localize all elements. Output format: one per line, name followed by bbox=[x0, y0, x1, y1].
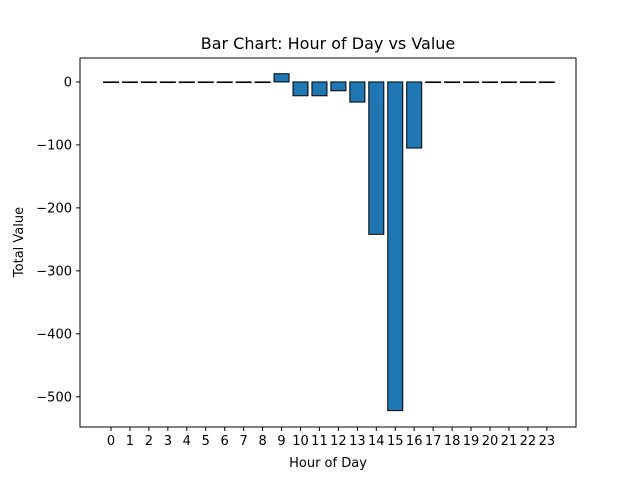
y-tick-label: −100 bbox=[36, 138, 72, 153]
bar-hour-4 bbox=[178, 81, 195, 84]
plot-area: 0 1 2 3 4 5 6 7 8 9 10 11 12 13 14 15 16 17 18 19 20 21 22 230−… bbox=[36, 73, 556, 449]
bar-hour-11 bbox=[311, 81, 328, 97]
bar-hour-0 bbox=[103, 81, 119, 84]
bar-hour-13 bbox=[349, 81, 366, 103]
bar-hour-14 bbox=[368, 81, 385, 235]
x-tick-label: 22 bbox=[520, 434, 537, 449]
x-tick-label: 16 bbox=[406, 434, 423, 449]
bar-hour-21 bbox=[500, 81, 517, 84]
x-tick-label: 17 bbox=[425, 434, 442, 449]
bar-hour-16 bbox=[406, 81, 423, 149]
x-tick-label: 9 bbox=[277, 434, 285, 449]
y-tick-label: 0 bbox=[64, 75, 72, 90]
bar-hour-19 bbox=[463, 81, 480, 84]
x-tick-label: 21 bbox=[501, 434, 518, 449]
x-tick-label: 3 bbox=[164, 434, 172, 449]
bar-hour-3 bbox=[159, 81, 176, 84]
x-tick-label: 12 bbox=[330, 434, 347, 449]
x-tick-label: 5 bbox=[202, 434, 210, 449]
bar-hour-7 bbox=[235, 81, 252, 84]
x-tick-label: 15 bbox=[387, 434, 404, 449]
x-tick-label: 23 bbox=[539, 434, 556, 449]
bar-hour-20 bbox=[482, 81, 498, 84]
x-tick-label: 10 bbox=[292, 434, 309, 449]
y-tick-label: −500 bbox=[36, 390, 72, 405]
x-tick-label: 8 bbox=[258, 434, 266, 449]
x-tick-label: 20 bbox=[482, 434, 499, 449]
x-axis-label: Hour of Day bbox=[289, 456, 367, 471]
x-tick-label: 14 bbox=[368, 434, 385, 449]
bar-hour-23 bbox=[538, 81, 555, 84]
bar-hour-2 bbox=[140, 81, 157, 84]
y-axis-label: Total Value bbox=[12, 207, 27, 278]
x-tick-label: 7 bbox=[240, 434, 248, 449]
bar-hour-5 bbox=[197, 81, 214, 84]
x-tick-label: 19 bbox=[463, 434, 480, 449]
bar-hour-15 bbox=[387, 81, 404, 412]
bar-hour-9 bbox=[273, 73, 290, 83]
x-tick-label: 1 bbox=[126, 434, 134, 449]
bar-hour-22 bbox=[519, 81, 536, 84]
x-tick-label: 11 bbox=[311, 434, 328, 449]
bar-hour-10 bbox=[292, 81, 309, 97]
bar-hour-6 bbox=[216, 81, 233, 84]
bar-hour-8 bbox=[254, 81, 271, 84]
bar-hour-1 bbox=[121, 81, 138, 84]
x-tick-label: 18 bbox=[444, 434, 461, 449]
chart-title: Bar Chart: Hour of Day vs Value bbox=[201, 34, 456, 53]
x-tick-label: 2 bbox=[145, 434, 153, 449]
y-tick-label: −300 bbox=[36, 264, 72, 279]
y-tick-label: −200 bbox=[36, 201, 72, 216]
bar-hour-18 bbox=[444, 81, 461, 84]
bar-hour-17 bbox=[425, 81, 442, 84]
x-tick-label: 13 bbox=[349, 434, 366, 449]
y-tick-label: −400 bbox=[36, 327, 72, 342]
plot-frame bbox=[79, 57, 577, 428]
x-tick-label: 4 bbox=[183, 434, 191, 449]
x-tick-label: 6 bbox=[221, 434, 229, 449]
x-tick-label: 0 bbox=[107, 434, 115, 449]
bar-hour-12 bbox=[330, 81, 347, 92]
